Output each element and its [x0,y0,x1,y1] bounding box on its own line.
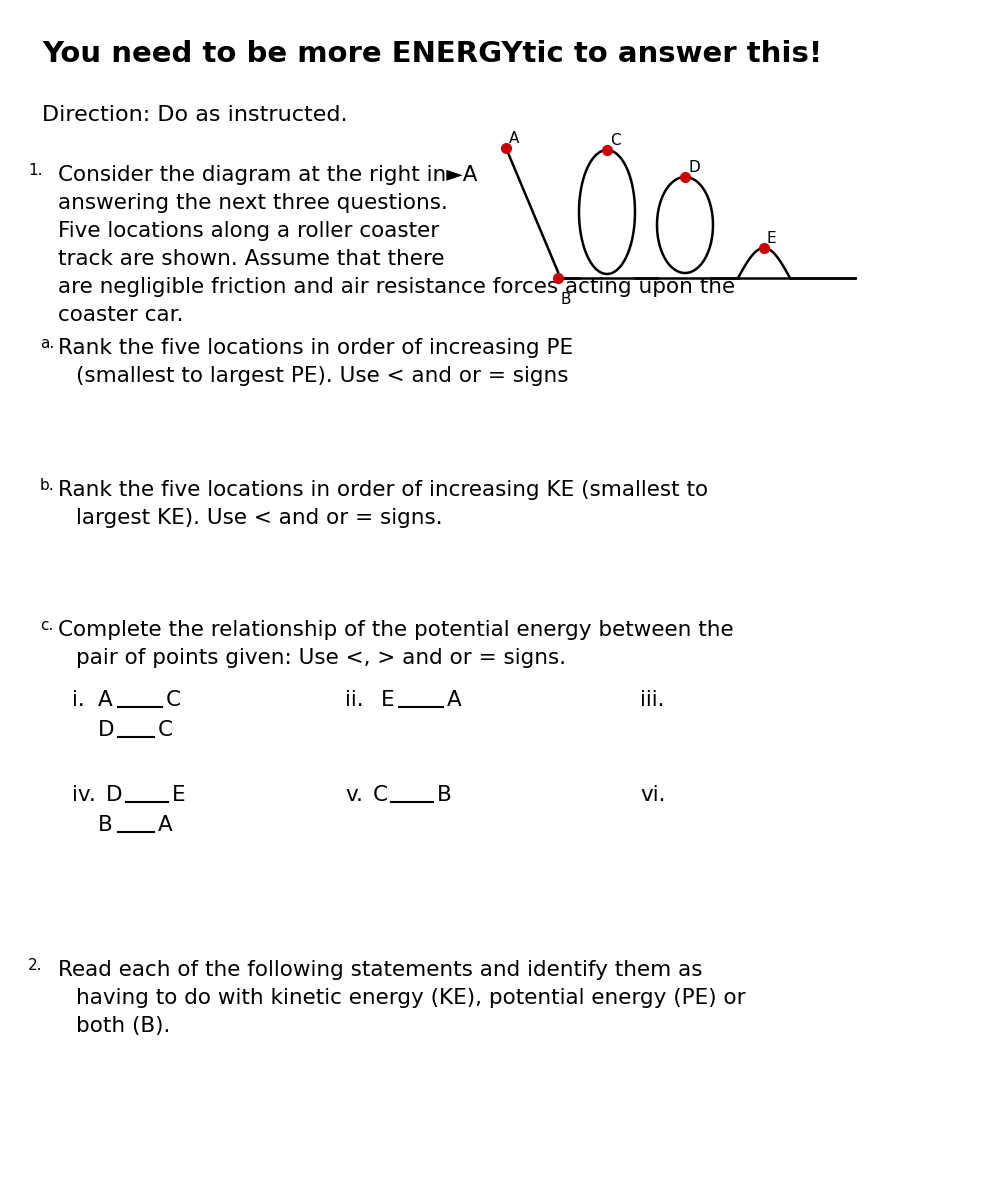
Text: Read each of the following statements and identify them as: Read each of the following statements an… [58,960,702,980]
Text: 1.: 1. [28,163,42,178]
Text: largest KE). Use < and or = signs.: largest KE). Use < and or = signs. [76,508,443,528]
Text: both (B).: both (B). [76,1016,171,1036]
Text: A: A [509,131,520,146]
Text: D: D [98,720,114,740]
Text: coaster car.: coaster car. [58,305,183,325]
Text: Complete the relationship of the potential energy between the: Complete the relationship of the potenti… [58,620,734,640]
Text: Rank the five locations in order of increasing PE: Rank the five locations in order of incr… [58,338,573,358]
Text: i.: i. [72,690,85,710]
Text: B: B [560,292,571,307]
Text: are negligible friction and air resistance forces acting upon the: are negligible friction and air resistan… [58,277,736,296]
Text: track are shown. Assume that there: track are shown. Assume that there [58,248,445,269]
Text: C: C [610,133,620,148]
Text: C: C [166,690,181,710]
Text: E: E [172,785,185,805]
Text: vi.: vi. [640,785,666,805]
Text: c.: c. [40,618,53,634]
Text: (smallest to largest PE). Use < and or = signs: (smallest to largest PE). Use < and or =… [76,366,569,386]
Text: A: A [98,690,112,710]
Text: C: C [373,785,388,805]
Text: v.: v. [345,785,363,805]
Text: B: B [437,785,452,805]
Text: A: A [158,815,173,835]
Text: pair of points given: Use <, > and or = signs.: pair of points given: Use <, > and or = … [76,648,566,668]
Text: A: A [447,690,461,710]
Text: E: E [767,230,777,246]
Text: Direction: Do as instructed.: Direction: Do as instructed. [42,104,347,125]
Text: 2.: 2. [28,958,42,973]
Text: B: B [98,815,112,835]
Text: iv.: iv. [72,785,96,805]
Text: iii.: iii. [640,690,665,710]
Text: a.: a. [40,336,54,350]
Text: Rank the five locations in order of increasing KE (smallest to: Rank the five locations in order of incr… [58,480,708,500]
Text: ii.: ii. [345,690,364,710]
Text: answering the next three questions.: answering the next three questions. [58,193,448,214]
Text: C: C [158,720,173,740]
Text: having to do with kinetic energy (KE), potential energy (PE) or: having to do with kinetic energy (KE), p… [76,988,745,1008]
Text: You need to be more ENERGYtic to answer this!: You need to be more ENERGYtic to answer … [42,40,822,68]
Text: Five locations along a roller coaster: Five locations along a roller coaster [58,221,439,241]
Text: D: D [106,785,122,805]
Text: E: E [381,690,394,710]
Text: b.: b. [40,478,54,493]
Text: Consider the diagram at the right in►A: Consider the diagram at the right in►A [58,164,477,185]
Text: D: D [688,160,700,175]
